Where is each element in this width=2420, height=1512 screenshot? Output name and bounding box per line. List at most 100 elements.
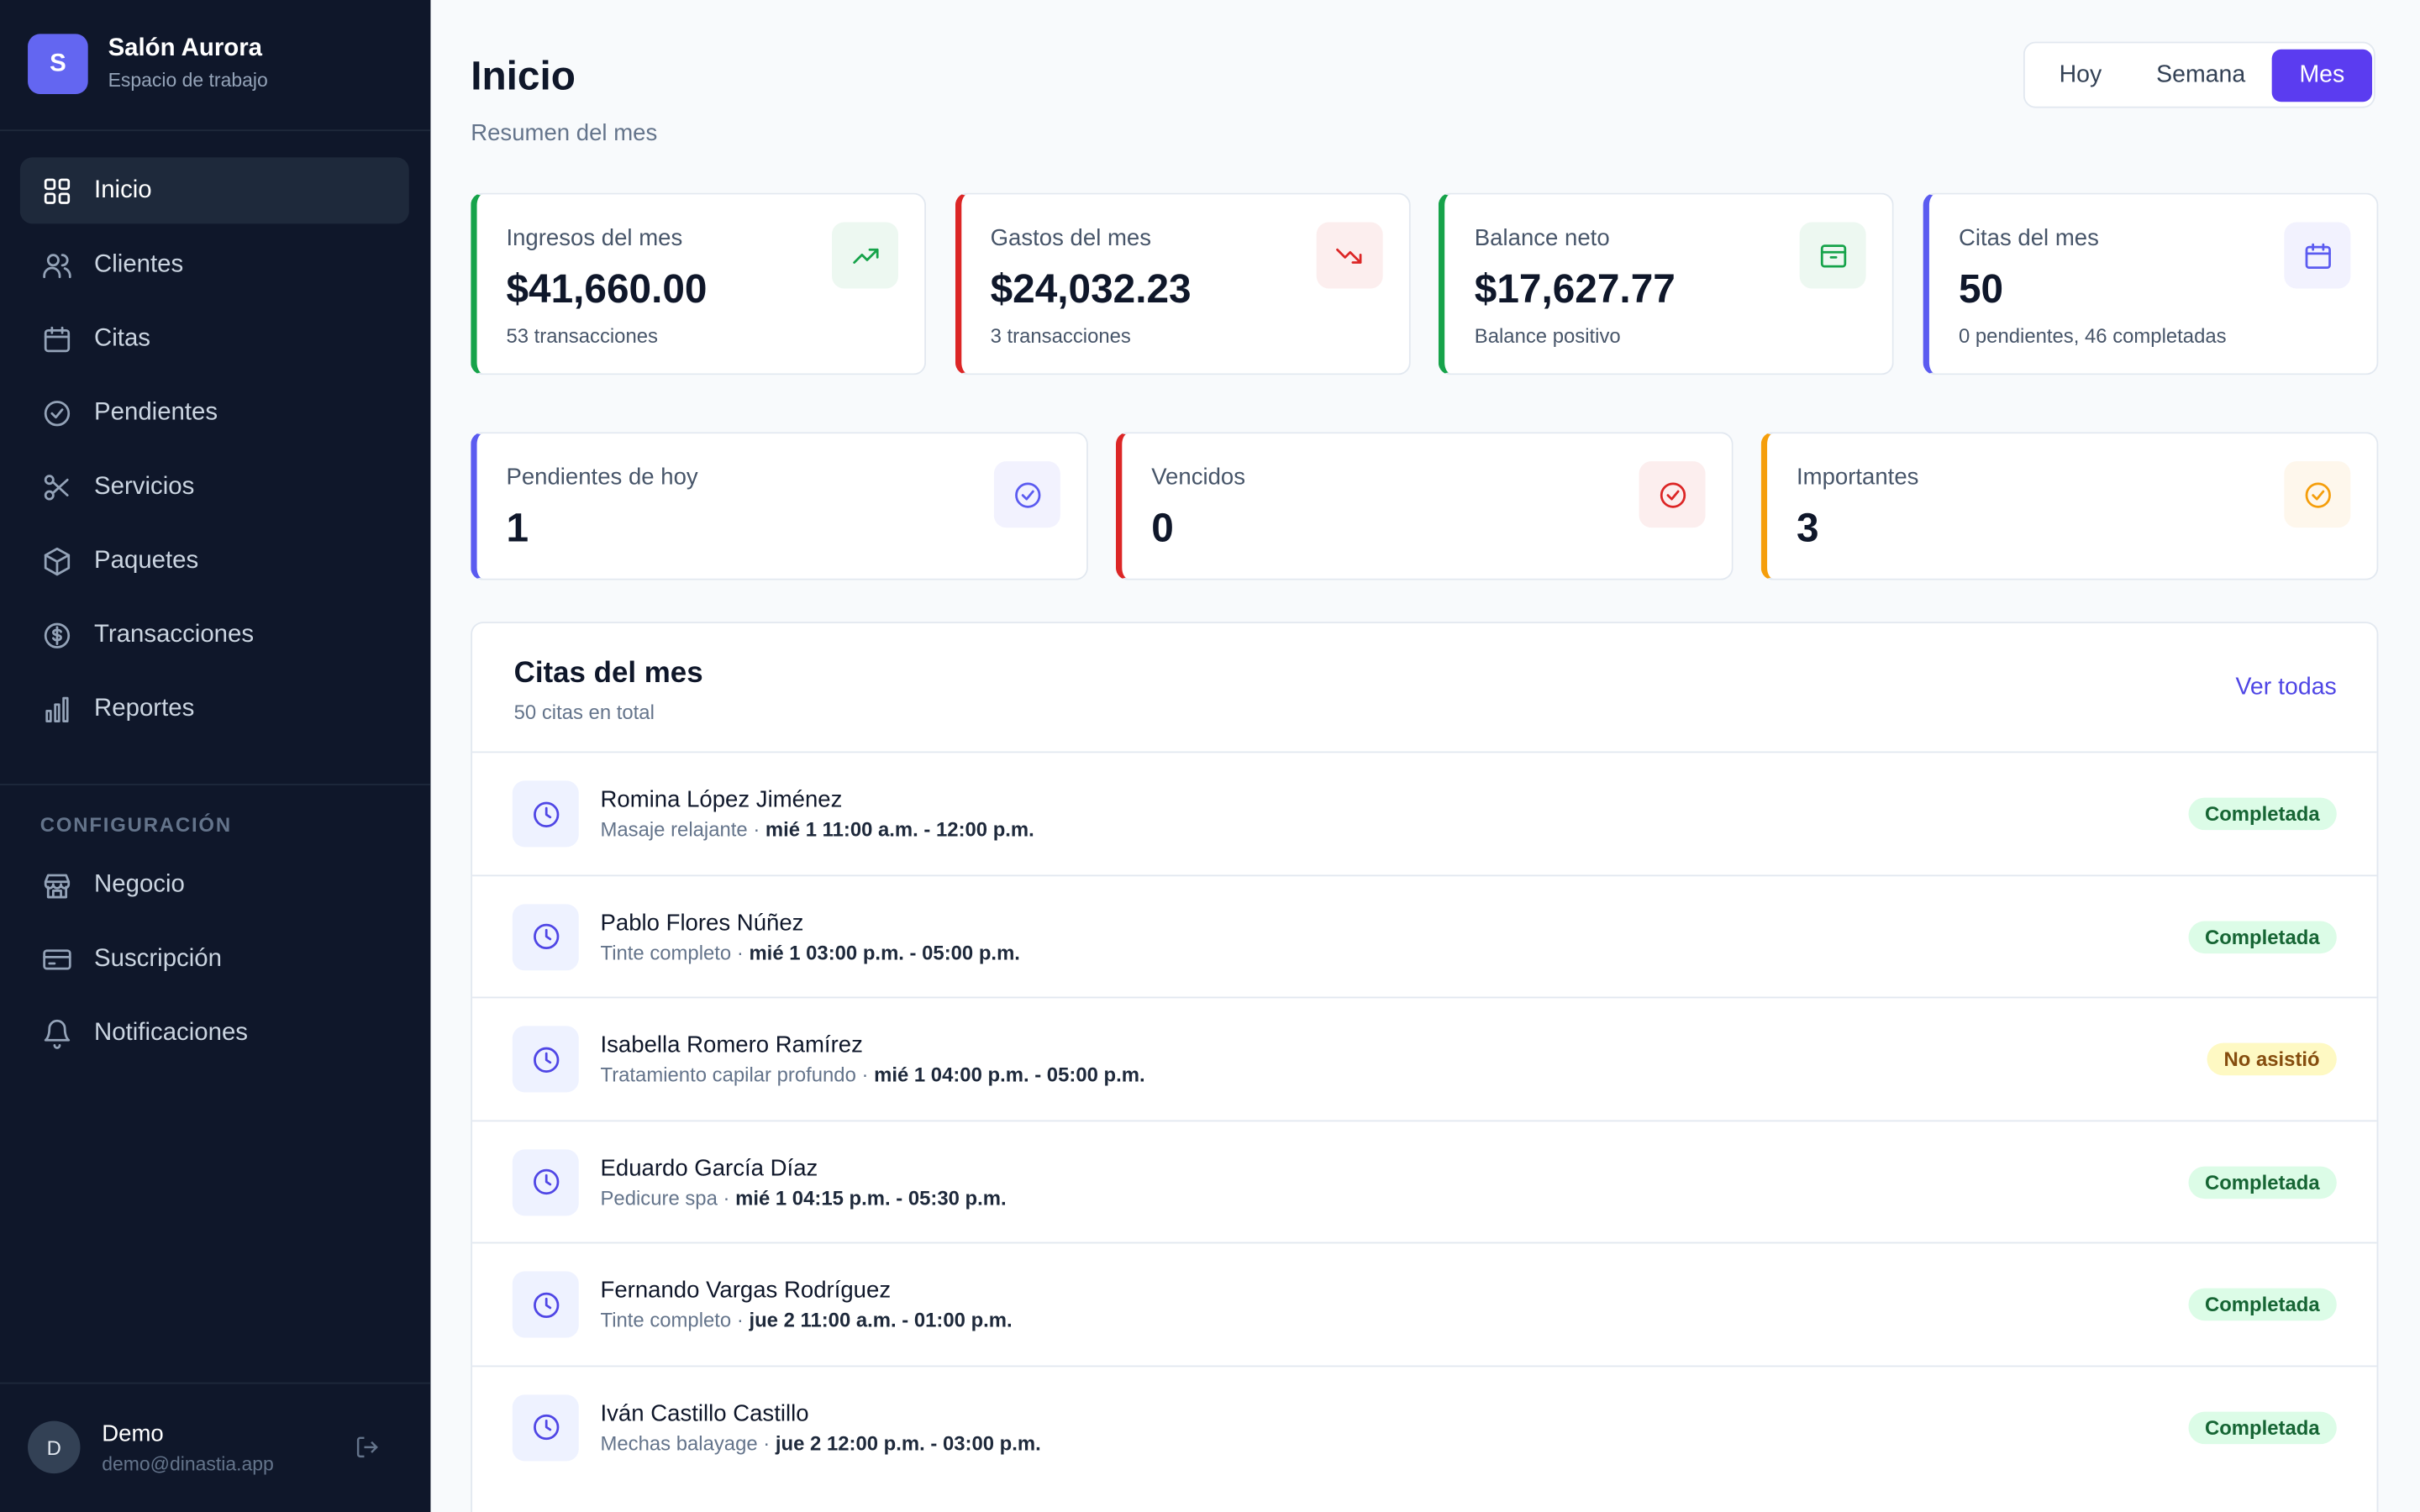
appointment-row[interactable]: Iván Castillo Castillo Mechas balayage · … — [472, 1364, 2377, 1488]
appointment-icon — [512, 1026, 579, 1093]
nav-label: Negocio — [94, 870, 185, 898]
service-name: Pedicure spa — [600, 1185, 718, 1210]
client-name: Romina López Jiménez — [600, 786, 843, 813]
nav-item[interactable]: Inicio — [19, 157, 409, 224]
nav-item[interactable]: Transacciones — [20, 601, 409, 668]
logout-button[interactable] — [355, 1435, 379, 1459]
stat-label: Ingresos del mes — [506, 225, 683, 252]
icon — [533, 1046, 559, 1073]
status-badge: No asistió — [2207, 1042, 2337, 1076]
period-button[interactable]: Mes — [2271, 49, 2373, 102]
appointment-row[interactable]: Isabella Romero Ramírez Tratamiento capil… — [472, 996, 2377, 1121]
status-badge: Completada — [2187, 920, 2337, 953]
appointment-time: jue 2 11:00 a.m. - 01:00 p.m. — [749, 1308, 1013, 1332]
appointment-time: mié 1 04:15 p.m. - 05:30 p.m. — [735, 1185, 1007, 1210]
appointment-row[interactable]: Fernando Vargas Rodríguez Tinte completo … — [472, 1242, 2377, 1366]
nav-item[interactable]: Reportes — [20, 675, 409, 742]
stat-value: $41,660.00 — [506, 265, 708, 312]
period-button[interactable]: Semana — [2156, 61, 2246, 88]
divider — [0, 784, 431, 785]
task-card: Importantes 3 — [1760, 432, 2379, 580]
nav-item[interactable]: Citas — [20, 306, 409, 372]
stat-icon — [832, 222, 898, 289]
nav-label: Clientes — [94, 250, 184, 277]
section-title: CONFIGURACIÓN — [39, 812, 232, 837]
nav-label: Pendientes — [94, 398, 218, 426]
nav-item[interactable]: Paquetes — [20, 528, 409, 594]
task-value: 0 — [1151, 504, 1174, 551]
nav-item[interactable]: Servicios — [20, 454, 409, 520]
appointment-detail: Tinte completo · jue 2 11:00 a.m. - 01:0… — [600, 1309, 1012, 1332]
stat-value: $24,032.23 — [990, 265, 1192, 312]
nav-item[interactable]: Suscripción — [20, 926, 409, 992]
icon — [44, 177, 71, 203]
stat-note: 53 transacciones — [506, 323, 658, 348]
nav-item[interactable]: Pendientes — [20, 380, 409, 446]
appointment-detail: Pedicure spa · mié 1 04:15 p.m. - 05:30 … — [600, 1186, 1006, 1210]
icon — [533, 1414, 559, 1441]
period-button[interactable]: Hoy — [2059, 61, 2102, 88]
nav-label: Notificaciones — [94, 1019, 248, 1046]
nav-label: Citas — [94, 324, 150, 351]
icon — [2304, 481, 2331, 507]
divider — [0, 129, 431, 132]
task-card: Vencidos 0 — [1115, 432, 1733, 580]
nav-label: Reportes — [94, 695, 195, 722]
nav-item[interactable]: Negocio — [20, 852, 409, 918]
icon — [533, 923, 559, 950]
icon — [44, 474, 69, 500]
stat-label: Citas del mes — [1958, 225, 2099, 252]
separator: · — [731, 940, 750, 964]
view-all-link[interactable]: Ver todas — [2235, 674, 2337, 701]
stat-note: 0 pendientes, 46 completadas — [1958, 323, 2227, 348]
nav-label: Servicios — [94, 472, 195, 500]
stat-label: Gastos del mes — [990, 225, 1152, 252]
nav-item[interactable]: Notificaciones — [20, 1000, 409, 1066]
stat-value: $17,627.77 — [1474, 265, 1676, 312]
icon — [533, 1291, 559, 1318]
appointment-row[interactable]: Pablo Flores Núñez Tinte completo · mié 1… — [472, 874, 2377, 998]
status-badge: Completada — [2187, 1288, 2337, 1321]
appointment-row[interactable]: Eduardo García Díaz Pedicure spa · mié 1 … — [472, 1119, 2377, 1243]
icon — [2304, 242, 2331, 269]
appointment-detail: Tinte completo · mié 1 03:00 p.m. - 05:0… — [600, 940, 1019, 963]
icon — [43, 948, 71, 969]
sidebar: S Salón Aurora Espacio de trabajo Inicio… — [0, 0, 431, 1512]
nav-label: Transacciones — [94, 621, 255, 648]
task-value: 3 — [1796, 504, 1819, 551]
task-value: 1 — [506, 504, 529, 551]
stat-value: 50 — [1958, 265, 2004, 312]
nav-label: Paquetes — [94, 547, 199, 574]
stat-icon — [2284, 222, 2351, 289]
icon — [1659, 481, 1686, 507]
icon — [533, 801, 559, 827]
appointment-time: mié 1 03:00 p.m. - 05:00 p.m. — [749, 940, 1020, 964]
icon — [45, 696, 69, 722]
appointment-row[interactable]: Romina López Jiménez Masaje relajante · m… — [472, 751, 2377, 874]
separator: · — [731, 1308, 750, 1332]
status-badge: Completada — [2187, 797, 2337, 831]
appointment-icon — [512, 780, 579, 848]
icon — [852, 247, 878, 264]
icon — [43, 253, 71, 278]
client-name: Isabella Romero Ramírez — [600, 1032, 863, 1058]
icon — [44, 1019, 71, 1048]
brand-logo: S — [28, 34, 88, 95]
separator: · — [717, 1185, 736, 1210]
brand-name: Salón Aurora — [108, 35, 263, 62]
nav-label: Suscripción — [94, 945, 222, 972]
service-name: Tratamiento capilar profundo — [600, 1063, 856, 1087]
separator: · — [747, 817, 765, 842]
stat-card: Balance neto $17,627.77 Balance positivo — [1439, 192, 1895, 375]
icon — [44, 546, 71, 575]
page-subtitle: Resumen del mes — [471, 120, 658, 147]
nav-label: Inicio — [94, 176, 152, 203]
appointment-time: jue 2 12:00 p.m. - 03:00 p.m. — [775, 1431, 1041, 1455]
nav-item[interactable]: Clientes — [20, 232, 409, 298]
page-title: Inicio — [471, 52, 576, 99]
appointments-panel: Citas del mes 50 citas en total Ver toda… — [471, 622, 2379, 1512]
appointment-time: mié 1 11:00 a.m. - 12:00 p.m. — [765, 817, 1034, 842]
stat-card: Gastos del mes $24,032.23 3 transacciones — [955, 192, 1411, 375]
